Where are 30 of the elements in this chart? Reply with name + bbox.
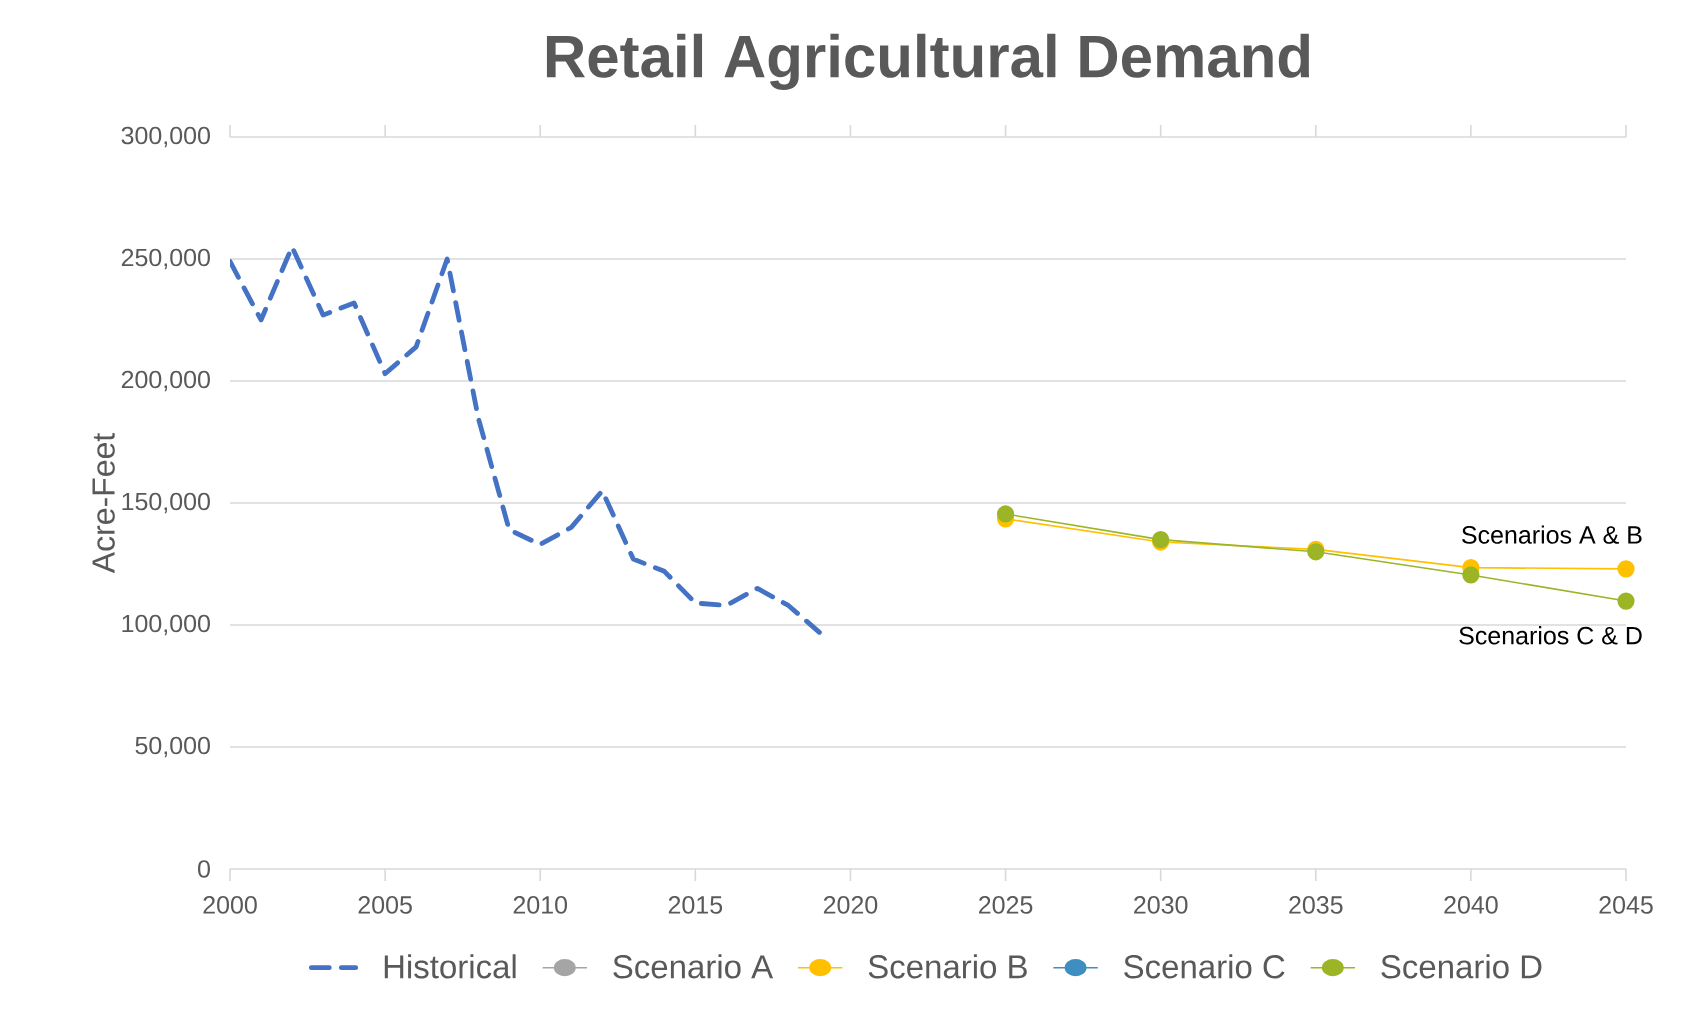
- legend-label: Scenario A: [613, 954, 774, 979]
- x-tick-label: 2035: [1289, 896, 1343, 914]
- x-tick-label: 2000: [203, 896, 257, 914]
- x-tick-label: 2040: [1444, 896, 1498, 914]
- x-tick-label: 2010: [513, 896, 568, 914]
- legend-label: Historical: [384, 954, 516, 979]
- annotation: Scenarios C & D: [1459, 626, 1642, 645]
- x-tick-label: 2015: [668, 896, 723, 914]
- x-tick-label: 2005: [358, 896, 412, 914]
- y-tick-label: 200,000: [121, 370, 210, 392]
- point: [1462, 566, 1480, 584]
- legend-label: Scenario B: [868, 954, 1027, 979]
- point: [996, 505, 1015, 523]
- annotation: Scenarios A & B: [1462, 525, 1642, 544]
- y-tick-label: 50,000: [135, 736, 210, 758]
- x-tick-label: 2030: [1134, 896, 1188, 914]
- legend-label: Scenario D: [1381, 954, 1542, 979]
- chart-title: Retail Agricultural Demand: [546, 33, 1310, 90]
- x-tick-label: 2020: [823, 896, 878, 914]
- legend-label: Scenario C: [1124, 954, 1285, 979]
- y-axis-title: Acre-Feet: [92, 432, 115, 574]
- x-tick-label: 2025: [979, 896, 1033, 914]
- y-tick-label: 100,000: [122, 614, 210, 636]
- y-tick-label: 150,000: [122, 492, 210, 514]
- point: [1617, 592, 1635, 610]
- y-tick-label: 300,000: [121, 126, 210, 148]
- x-tick-label: 2045: [1599, 896, 1653, 914]
- point: [1617, 560, 1635, 578]
- y-tick-label: 0: [198, 860, 210, 878]
- y-tick-label: 250,000: [121, 248, 210, 270]
